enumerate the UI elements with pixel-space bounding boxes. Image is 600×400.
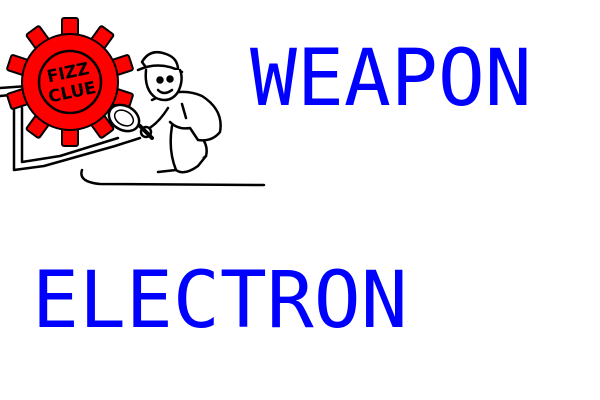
clue-word-electron: ELECTRON (32, 256, 408, 346)
gear-icon: FIZZ CLUE (6, 17, 134, 147)
clue-word-weapon: WEAPON (250, 34, 532, 124)
fizz-clue-logo: FIZZ CLUE (0, 17, 266, 187)
detective-with-magnifying-glass-icon (107, 51, 222, 174)
pipe-lines (0, 84, 266, 187)
